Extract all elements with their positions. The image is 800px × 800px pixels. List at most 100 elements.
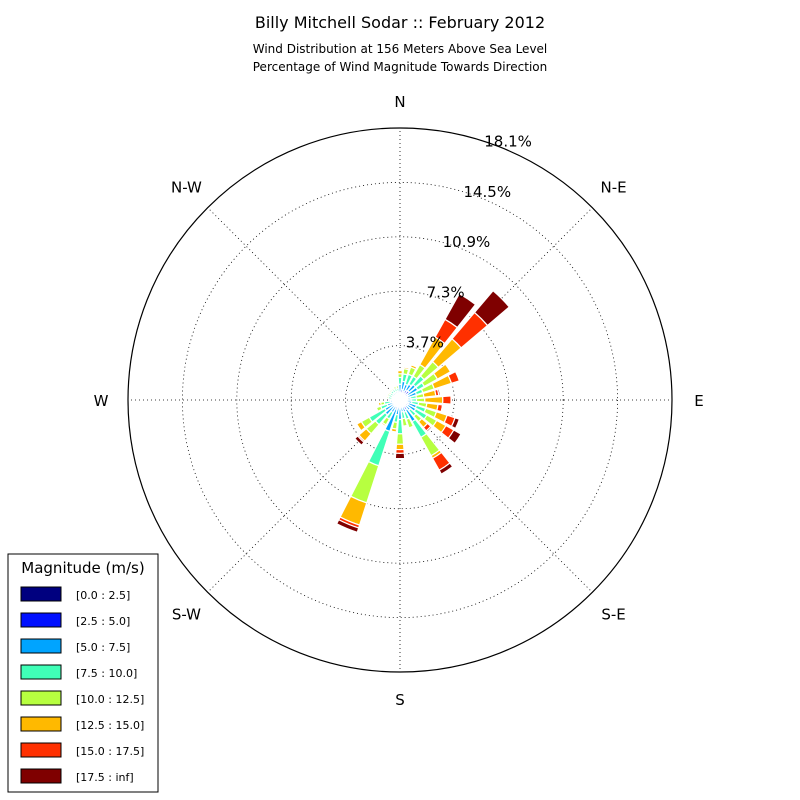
legend: Magnitude (m/s) [0.0 : 2.5] [2.5 : 5.0] [5…	[7, 553, 159, 793]
bar-segment-8-6	[442, 395, 452, 405]
sector-18	[335, 399, 401, 534]
chart-title: Billy Mitchell Sodar :: February 2012	[255, 13, 545, 32]
bar-segment-14-4	[405, 417, 415, 429]
legend-item-7: [17.5 : inf]	[20, 768, 134, 784]
legend-item-0: [0.0 : 2.5]	[20, 586, 130, 602]
bar-segment-0-5	[397, 370, 403, 375]
legend-swatch	[20, 586, 62, 602]
ring-label-5: 18.1%	[484, 133, 532, 151]
bar-segment-15-4	[401, 417, 408, 427]
sector-22	[375, 399, 401, 413]
legend-label: [0.0 : 2.5]	[76, 589, 130, 602]
sector-12	[399, 399, 433, 433]
legend-swatch	[20, 612, 62, 628]
grid-ring-3	[236, 236, 564, 564]
legend-swatch	[20, 742, 62, 758]
bar-segment-1-5	[402, 366, 410, 371]
legend-swatch	[20, 768, 62, 784]
ring-label-3: 10.9%	[443, 233, 491, 251]
sector-6	[399, 370, 461, 401]
bar-segment-4-7	[473, 289, 511, 327]
bar-segment-31-5	[395, 384, 400, 388]
chart-subtitle-line2: Percentage of Wind Magnitude Towards Dir…	[253, 60, 547, 74]
bar-segment-5-5	[432, 363, 452, 380]
direction-labels: N N-E E S-E S S-W W N-W	[94, 93, 704, 709]
sector-21	[355, 399, 401, 433]
ring-label-2: 7.3%	[427, 283, 465, 301]
bar-segment-12-7	[425, 425, 433, 433]
legend-item-6: [15.0 : 17.5]	[20, 742, 144, 758]
legend-item-2: [5.0 : 7.5]	[20, 638, 130, 654]
bar-segment-0-3	[397, 376, 403, 385]
bar-segment-3-7	[444, 292, 477, 329]
bar-segment-6-6	[447, 370, 461, 385]
sector-3	[399, 292, 477, 401]
sector-31	[395, 384, 401, 401]
legend-title: Magnitude (m/s)	[21, 559, 144, 577]
sector-10	[399, 399, 461, 430]
bar-segment-20-7	[353, 435, 365, 447]
legend-item-3: [7.5 : 10.0]	[20, 664, 137, 680]
legend-item-4: [10.0 : 12.5]	[20, 690, 144, 706]
bar-segment-16-3	[396, 418, 404, 435]
ring-label-1: 3.7%	[406, 334, 444, 352]
grid-ring-4	[181, 181, 619, 619]
legend-swatch	[20, 690, 62, 706]
bar-segment-16-7	[394, 452, 406, 460]
bar-segment-18-4	[349, 460, 380, 504]
legend-label: [7.5 : 10.0]	[76, 667, 137, 680]
grid-spoke-N-W	[207, 207, 401, 401]
legend-item-1: [2.5 : 5.0]	[20, 612, 130, 628]
ring-labels: 3.7% 7.3% 10.9% 14.5% 18.1%	[406, 133, 532, 352]
bar-segment-30-5	[392, 384, 397, 389]
bar-segment-2-5	[409, 364, 418, 371]
direction-label-s: S	[395, 691, 405, 709]
bar-segment-23-6	[376, 401, 380, 407]
legend-swatch	[20, 664, 62, 680]
legend-swatch	[20, 638, 62, 654]
direction-label-e: E	[694, 392, 703, 410]
bar-segment-11-7	[447, 429, 462, 445]
bar-segment-8-4	[415, 397, 426, 403]
bar-segment-22-4	[375, 405, 383, 413]
grid-spoke-S-W	[207, 399, 401, 593]
sector-5	[399, 363, 452, 401]
polar-plot-area: 3.7% 7.3% 10.9% 14.5% 18.1% N N-E E S-E S S-W W N-W	[94, 93, 704, 709]
chart-subtitle-line1: Wind Distribution at 156 Meters Above Se…	[253, 42, 548, 56]
bar-segment-9-7	[440, 404, 444, 413]
direction-label-s-e: S-E	[601, 606, 625, 624]
wind-bars	[335, 289, 511, 534]
grid-spoke-S-E	[399, 399, 593, 593]
polar-grid	[128, 128, 672, 672]
sector-4	[399, 289, 511, 401]
bar-segment-18-3	[367, 428, 391, 467]
ring-label-4: 14.5%	[463, 183, 511, 201]
bar-segment-16-5	[395, 443, 405, 451]
direction-label-n-w: N-W	[171, 178, 202, 196]
bar-segment-7-7	[436, 388, 441, 397]
legend-items: [0.0 : 2.5] [2.5 : 5.0] [5.0 : 7.5] [7.5 : …	[20, 586, 144, 784]
bar-segment-10-7	[450, 417, 461, 430]
bar-segment-18-7	[335, 518, 360, 534]
legend-label: [12.5 : 15.0]	[76, 719, 144, 732]
direction-label-w: W	[94, 392, 109, 410]
bar-segment-21-6	[355, 423, 362, 433]
bar-segment-26-4	[386, 393, 391, 398]
legend-label: [2.5 : 5.0]	[76, 615, 130, 628]
polar-outer-circle	[127, 127, 673, 673]
bar-segment-8-5	[424, 395, 444, 405]
legend-label: [10.0 : 12.5]	[76, 693, 144, 706]
bar-segment-16-4	[395, 433, 405, 445]
direction-label-n-e: N-E	[600, 178, 626, 196]
legend-swatch	[20, 716, 62, 732]
direction-label-n: N	[394, 93, 405, 111]
sector-13	[399, 399, 454, 475]
bar-segment-17-6	[390, 430, 397, 434]
bar-segment-19-5	[380, 421, 387, 428]
legend-item-5: [12.5 : 15.0]	[20, 716, 144, 732]
grid-ring-1	[345, 345, 455, 455]
legend-label: [5.0 : 7.5]	[76, 641, 130, 654]
legend-label: [15.0 : 17.5]	[76, 745, 144, 758]
legend-label: [17.5 : inf]	[76, 771, 134, 784]
